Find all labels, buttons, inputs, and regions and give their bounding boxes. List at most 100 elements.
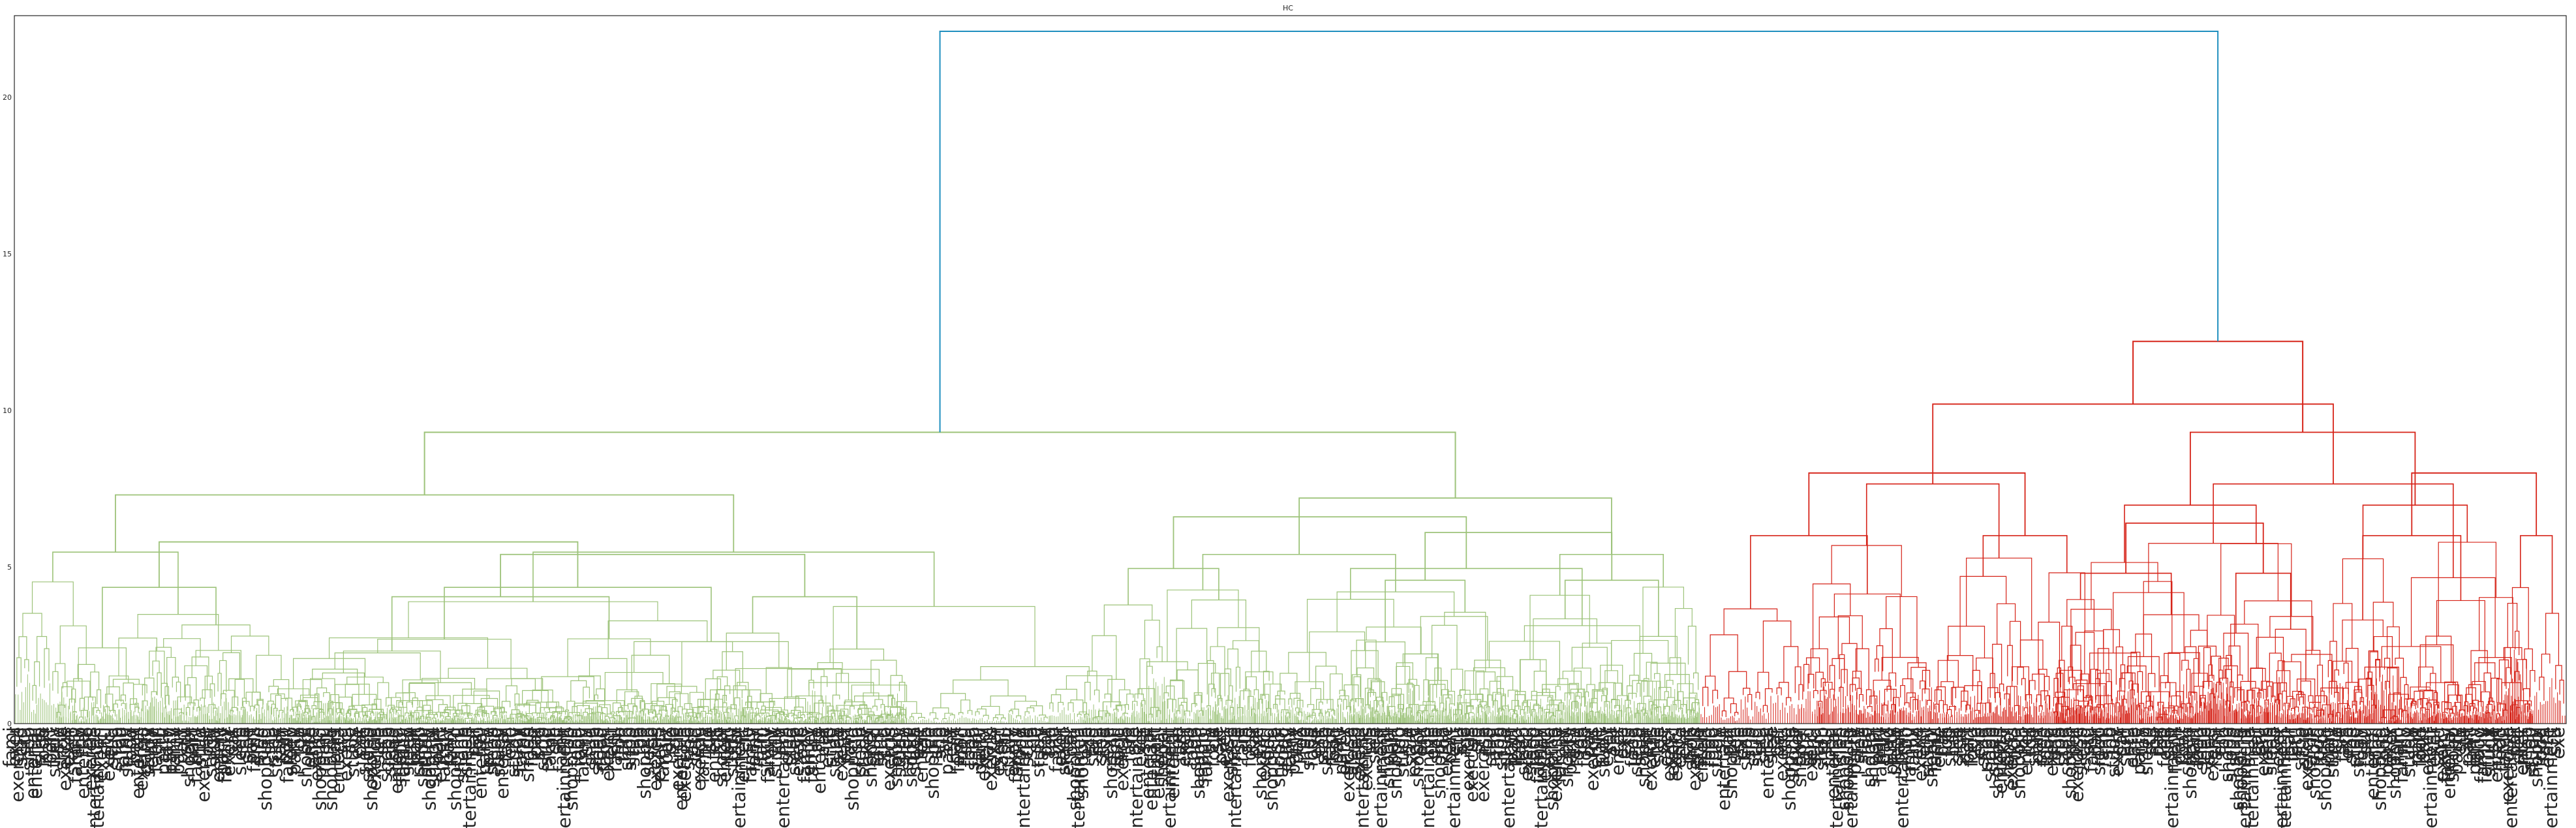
branch-link xyxy=(2410,686,2431,699)
branch-link xyxy=(2334,692,2340,702)
branch-link xyxy=(1227,649,1239,669)
leaf-label: study xyxy=(116,727,138,778)
branch-link xyxy=(1104,694,1112,708)
branch-link xyxy=(1582,643,1612,671)
branch-link xyxy=(108,675,129,694)
branch-link xyxy=(1082,702,1087,714)
branch-link xyxy=(960,699,971,713)
branch-link xyxy=(514,693,520,707)
leaf-label: stud xyxy=(882,727,903,767)
leaf-label: exerc xyxy=(987,727,1009,776)
branch-link xyxy=(1343,699,1347,711)
branch-link xyxy=(2282,661,2301,695)
leaf-label: stu xyxy=(1086,727,1107,755)
branch-link xyxy=(279,710,284,718)
branch-link xyxy=(2515,630,2520,655)
branch-link xyxy=(31,581,74,626)
leaf-label: stud xyxy=(870,727,892,767)
leaf-label: par xyxy=(1035,727,1056,758)
branch-link xyxy=(856,717,863,719)
leaf-label: fam xyxy=(1231,727,1253,762)
branch-link xyxy=(123,682,134,705)
leaf-label: shop xyxy=(1490,727,1512,771)
branch-link xyxy=(1584,691,1589,707)
cluster-link xyxy=(532,551,935,607)
branch-link xyxy=(818,699,824,713)
branch-link xyxy=(983,714,989,720)
branch-link xyxy=(1833,593,1901,658)
leaf-label: stud xyxy=(863,727,885,767)
branch-link xyxy=(851,684,908,706)
leaf-label: exercise xyxy=(1461,727,1482,803)
leaf-label: part xyxy=(437,727,458,764)
branch-link xyxy=(330,702,341,713)
branch-link xyxy=(564,716,571,719)
leaf-label: exerc xyxy=(787,727,808,776)
leaf-label: foo xyxy=(287,727,309,756)
leaf-label: slee xyxy=(776,727,797,764)
leaf-label: part xyxy=(1286,727,1308,764)
leaf-label: food xyxy=(251,727,272,767)
leaf-label: sho xyxy=(1042,727,1064,759)
branch-link xyxy=(1191,599,1247,641)
branch-link xyxy=(1547,696,1552,707)
branch-link xyxy=(772,711,784,716)
branch-link xyxy=(406,701,412,708)
branch-link xyxy=(1422,701,1435,711)
branch-link xyxy=(1094,689,1100,703)
branch-link xyxy=(2411,701,2416,709)
branch-link xyxy=(1564,692,1571,701)
leaf-label: foo xyxy=(466,727,487,756)
branch-link xyxy=(1318,713,1323,717)
branch-link xyxy=(142,700,148,711)
leaf-label: study xyxy=(889,727,910,778)
branch-link xyxy=(1839,686,1844,707)
branch-link xyxy=(696,713,701,719)
branch-link xyxy=(2029,680,2036,699)
branch-link xyxy=(967,710,973,715)
branch-link xyxy=(2358,679,2371,692)
branch-link xyxy=(1131,701,1138,711)
leaf-label: entertai xyxy=(25,727,46,799)
leaf-label: sleep xyxy=(61,727,83,776)
branch-link xyxy=(2354,689,2363,705)
branch-link xyxy=(313,708,322,717)
branch-link xyxy=(2090,669,2098,697)
branch-link xyxy=(408,715,414,719)
branch-link xyxy=(2276,670,2291,697)
leaf-label: stu xyxy=(149,727,170,755)
branch-link xyxy=(1646,662,1658,679)
branch-link xyxy=(37,636,48,662)
leaf-label: famil xyxy=(313,727,334,773)
branch-link xyxy=(1009,710,1013,714)
branch-link xyxy=(714,713,720,718)
leaf-label: slee xyxy=(893,727,914,764)
branch-link xyxy=(80,709,89,718)
branch-link xyxy=(176,681,181,703)
branch-link xyxy=(1425,657,1439,680)
leaf-label: part xyxy=(655,727,677,764)
branch-link xyxy=(493,708,502,713)
branch-link xyxy=(1176,669,1199,693)
branch-link xyxy=(2241,701,2247,711)
branch-link xyxy=(1224,668,1231,697)
leaf-label: part xyxy=(36,727,57,764)
leaf-label: exerci xyxy=(973,727,994,782)
leaf-label: par xyxy=(196,727,217,758)
branch-link xyxy=(2430,673,2436,693)
branch-link xyxy=(808,682,874,696)
leaf-label: shoppi xyxy=(411,727,433,788)
branch-link xyxy=(639,710,645,716)
leaf-label: food xyxy=(1300,727,1322,767)
leaf-label: party xyxy=(134,727,156,775)
branch-link xyxy=(1218,698,1223,711)
leaf-label: entertainment xyxy=(1159,727,1180,828)
branch-link xyxy=(2472,699,2479,712)
branch-link xyxy=(1633,652,1653,675)
leaf-label: part xyxy=(943,727,965,764)
leaf-label: entertai xyxy=(127,727,148,799)
branch-link xyxy=(2128,681,2134,699)
leaf-label: ente xyxy=(302,727,324,768)
branch-link xyxy=(574,703,598,713)
branch-link xyxy=(1492,692,1501,709)
